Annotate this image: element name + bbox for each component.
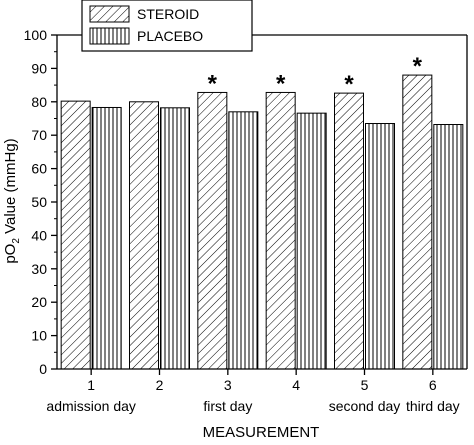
significance-marker-6: * xyxy=(413,53,423,80)
x-tick-label: 1 xyxy=(87,377,95,393)
x-category-sublabel: third day xyxy=(406,398,460,414)
bar-steroid-5 xyxy=(334,92,364,370)
y-tick-label: 70 xyxy=(31,127,47,143)
significance-marker-4: * xyxy=(276,70,286,97)
y-tick-label: 40 xyxy=(31,227,47,243)
bar-placebo-3 xyxy=(228,111,259,370)
legend-swatch-steroid xyxy=(89,5,130,23)
significance-marker-3: * xyxy=(208,70,218,97)
bar-steroid-4 xyxy=(265,91,296,370)
bar-steroid-3 xyxy=(197,91,228,370)
bar-placebo-2 xyxy=(160,107,190,370)
x-tick-label: 3 xyxy=(224,377,232,393)
axes: 1 admission day 2 3 first day 4 5 second day 6 th… xyxy=(24,27,468,414)
y-tick-label: 30 xyxy=(31,261,47,277)
x-tick-label: 2 xyxy=(156,377,164,393)
bar-steroid-2 xyxy=(129,101,159,370)
bar-steroid-1 xyxy=(60,100,91,370)
y-tick-label: 90 xyxy=(31,60,47,76)
bar-steroid-6 xyxy=(402,74,433,370)
y-tick-label: 100 xyxy=(24,27,48,43)
y-tick-label: 60 xyxy=(31,161,47,177)
bar-placebo-6 xyxy=(433,124,464,370)
bar-placebo-1 xyxy=(91,106,122,370)
x-tick-label: 4 xyxy=(292,377,300,393)
x-category-sublabel: second day xyxy=(329,398,401,414)
x-tick-label: 6 xyxy=(429,377,437,393)
bar-placebo-5 xyxy=(365,123,395,370)
y-tick-label: 10 xyxy=(31,328,47,344)
x-category-sublabel: admission day xyxy=(46,398,136,414)
y-axis-title: pO2 Value (mmHg) xyxy=(2,138,22,263)
y-tick-label: 80 xyxy=(31,94,47,110)
legend-label-placebo: PLACEBO xyxy=(137,28,203,44)
legend-label-steroid: STEROID xyxy=(137,6,199,22)
bar-placebo-4 xyxy=(296,112,327,370)
x-category-sublabel: first day xyxy=(203,398,252,414)
legend-swatch-placebo xyxy=(89,27,130,45)
legend: STEROID PLACEBO xyxy=(81,0,253,52)
x-axis-title: MEASUREMENT xyxy=(203,424,320,440)
significance-marker-5: * xyxy=(344,71,354,98)
y-tick-label: 50 xyxy=(31,194,47,210)
x-tick-label: 5 xyxy=(361,377,369,393)
significance-markers: * * * * xyxy=(208,53,423,98)
y-tick-label: 20 xyxy=(31,294,47,310)
y-tick-label: 0 xyxy=(39,361,47,377)
bars-layer xyxy=(60,74,464,370)
